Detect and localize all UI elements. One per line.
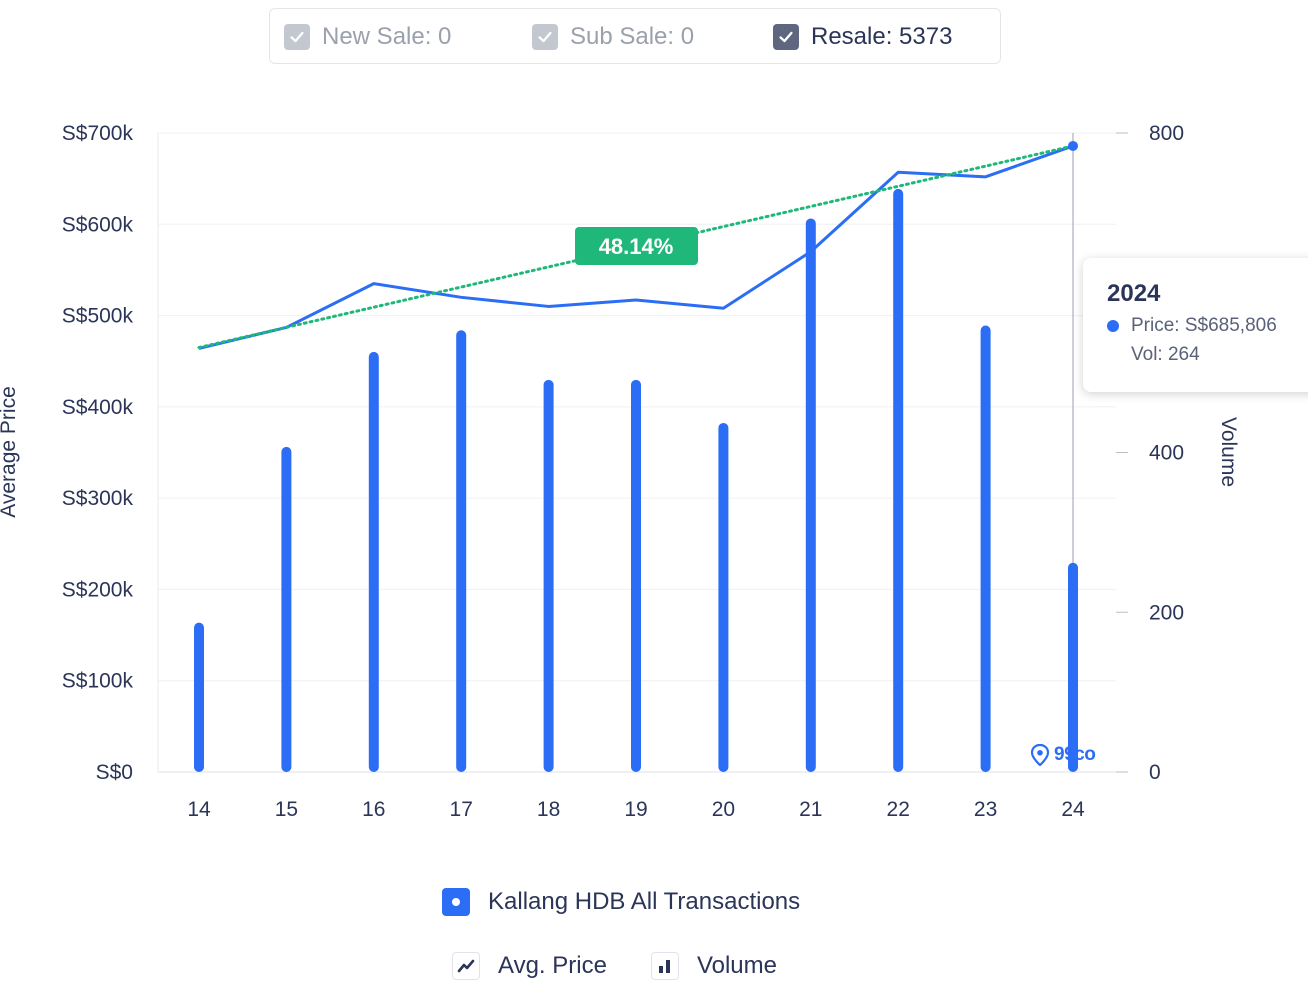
- sub-sale-filter[interactable]: Sub Sale: 0: [532, 22, 694, 52]
- x-axis-tick-label: 22: [887, 798, 910, 821]
- dataset-legend-label: Kallang HDB All Transactions: [488, 888, 801, 915]
- x-axis-tick-label: 14: [187, 798, 211, 821]
- left-axis-tick-label: S$400k: [62, 396, 134, 419]
- avg-price-legend-label[interactable]: Avg. Price: [498, 952, 607, 979]
- right-axis-tick-label: 200: [1149, 601, 1184, 624]
- x-axis-tick-label: 23: [974, 798, 997, 821]
- volume-bar: [281, 446, 292, 772]
- right-axis-tick-label: 400: [1149, 442, 1184, 465]
- series-legend: Avg. Price Volume: [452, 952, 821, 980]
- brand-watermark: 99co: [1030, 744, 1096, 766]
- left-axis-tick-label: S$700k: [62, 122, 134, 145]
- brand-name: 99co: [1054, 744, 1096, 765]
- tooltip-year: 2024: [1107, 280, 1161, 307]
- x-axis-tick-label: 24: [1061, 798, 1085, 821]
- checkbox-icon[interactable]: [532, 24, 558, 50]
- left-axis-tick-label: S$300k: [62, 487, 134, 510]
- location-pin-icon: [1030, 744, 1050, 766]
- tooltip-series-dot: [1107, 320, 1119, 332]
- dataset-legend-item[interactable]: Kallang HDB All Transactions: [442, 888, 800, 916]
- x-axis-tick-label: 17: [450, 798, 473, 821]
- left-axis-tick-label: S$200k: [62, 578, 134, 601]
- dataset-swatch-icon: [442, 888, 470, 916]
- checkbox-icon[interactable]: [284, 24, 310, 50]
- new-sale-label: New Sale: 0: [322, 23, 452, 50]
- line-chart-icon[interactable]: [452, 952, 480, 980]
- volume-bar: [631, 379, 641, 772]
- volume-bar: [980, 325, 991, 772]
- resale-label: Resale: 5373: [811, 23, 953, 50]
- x-axis-tick-label: 21: [799, 798, 822, 821]
- tooltip-volume: Vol: 264: [1131, 344, 1200, 365]
- sub-sale-label: Sub Sale: 0: [570, 23, 695, 50]
- volume-bar: [718, 422, 729, 772]
- volume-bar: [893, 188, 904, 773]
- x-axis-tick-label: 19: [624, 798, 647, 821]
- checkbox-icon[interactable]: [773, 24, 799, 50]
- x-axis-tick-label: 18: [537, 798, 560, 821]
- volume-bar: [456, 330, 467, 772]
- left-axis-tick-label: S$600k: [62, 213, 134, 236]
- hover-tooltip: 2024 Price: S$685,806 Vol: 264: [1083, 258, 1308, 392]
- left-axis-tick-label: S$100k: [62, 670, 134, 693]
- right-axis-tick-label: 0: [1149, 761, 1161, 784]
- transaction-type-filters: New Sale: 0 Sub Sale: 0 Resale: 5373: [269, 8, 1001, 64]
- resale-filter[interactable]: Resale: 5373: [773, 22, 952, 52]
- right-axis-tick-label: 800: [1149, 122, 1184, 145]
- bar-chart-icon[interactable]: [650, 952, 679, 980]
- volume-bar: [543, 379, 554, 772]
- trend-badge: [575, 227, 698, 265]
- x-axis-tick-label: 20: [712, 798, 735, 821]
- trend-line: [197, 144, 1075, 350]
- volume-bar: [368, 351, 379, 772]
- left-axis-tick-label: S$0: [96, 761, 133, 784]
- volume-bar: [1068, 562, 1078, 772]
- avg-price-hover-point: [1068, 140, 1078, 151]
- tooltip-price: Price: S$685,806: [1131, 315, 1277, 336]
- x-axis-tick-label: 15: [275, 798, 298, 821]
- right-axis-title: Volume: [1217, 417, 1240, 487]
- volume-legend-label[interactable]: Volume: [696, 952, 777, 979]
- left-axis-title: Average Price: [0, 386, 20, 518]
- trend-badge-label: 48.14%: [599, 234, 674, 259]
- left-axis-tick-label: S$500k: [62, 305, 134, 328]
- x-axis-tick-label: 16: [362, 798, 385, 821]
- volume-bar: [194, 622, 204, 772]
- new-sale-filter[interactable]: New Sale: 0: [284, 22, 451, 52]
- volume-bar: [805, 218, 816, 772]
- avg-price-line: [198, 144, 1074, 350]
